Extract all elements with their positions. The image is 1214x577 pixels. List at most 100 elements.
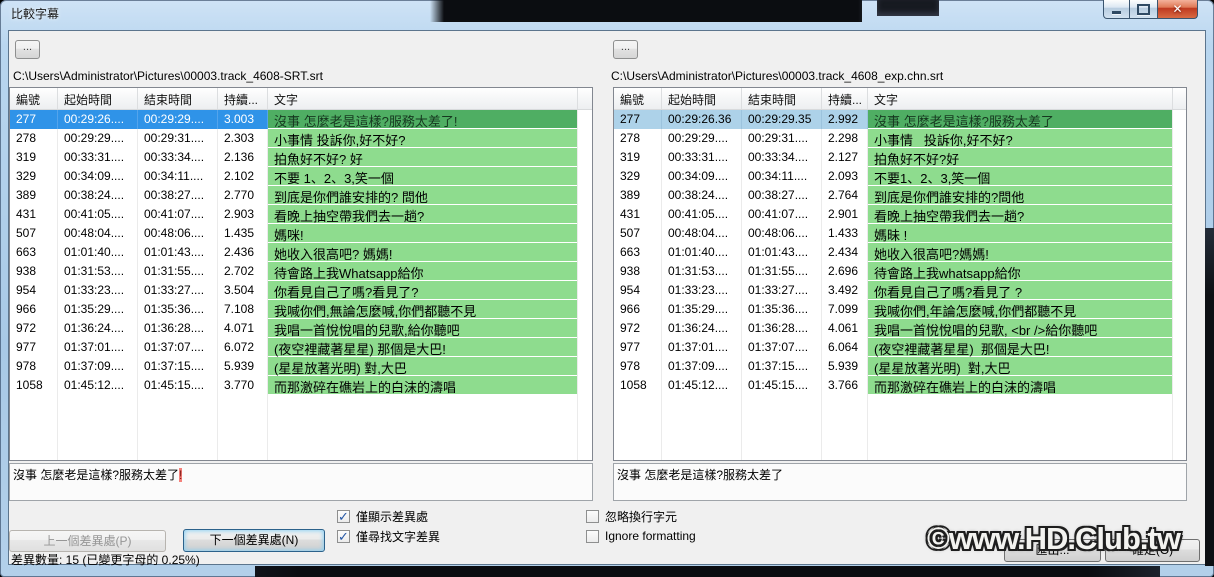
- subtitle-text: 沒事 怎麼老是這樣?服務太差了!: [268, 110, 578, 129]
- checkbox-text-diffs-only[interactable]: 僅尋找文字差異: [337, 529, 440, 545]
- column-header[interactable]: 起始時間: [662, 88, 742, 109]
- start-time: 00:29:26.36: [662, 110, 742, 129]
- table-header-right[interactable]: 編號 起始時間 結束時間 持續... 文字: [614, 88, 1186, 110]
- row-filler: [1173, 281, 1186, 300]
- subtitle-row[interactable]: 663 01:01:40.... 01:01:43.... 2.434 她收入很高吧?媽…: [614, 243, 1186, 262]
- subtitle-text: 我喊你們,無論怎麼喊,你們都聽不見: [268, 300, 578, 319]
- subtitle-row[interactable]: 938 01:31:53.... 01:31:55.... 2.702 待會路上我Wha…: [10, 262, 592, 281]
- duration: 3.492: [822, 281, 868, 300]
- start-time: 00:38:24....: [662, 186, 742, 205]
- subtitle-text: 媽咪!: [268, 224, 578, 243]
- row-filler: [1173, 376, 1186, 395]
- checkbox-box[interactable]: [337, 529, 350, 545]
- subtitle-row[interactable]: 663 01:01:40.... 01:01:43.... 2.436 她收入很高吧? …: [10, 243, 592, 262]
- subtitle-row[interactable]: 977 01:37:01.... 01:37:07.... 6.072 (夜空裡藏著星星…: [10, 338, 592, 357]
- previous-difference-button[interactable]: 上一個差異處(P): [9, 530, 166, 552]
- subtitle-row[interactable]: 319 00:33:31.... 00:33:34.... 2.127 拍魚好不好?好: [614, 148, 1186, 167]
- checkbox-ignore-linebreaks[interactable]: 忽略換行字元: [586, 509, 677, 524]
- subtitle-row[interactable]: 277 00:29:26.... 00:29:29.... 3.003 沒事 怎麼老是這…: [10, 110, 592, 129]
- end-time: 01:45:15....: [138, 376, 218, 395]
- column-header[interactable]: 持續...: [822, 88, 868, 109]
- table-header-left[interactable]: 編號 起始時間 結束時間 持續... 文字: [10, 88, 592, 110]
- duration: 2.764: [822, 186, 868, 205]
- preview-left[interactable]: 沒事 怎麼老是這樣?服務太差了!: [9, 463, 593, 501]
- subtitle-row[interactable]: 329 00:34:09.... 00:34:11.... 2.093 不要1、2、3,…: [614, 167, 1186, 186]
- subtitle-row[interactable]: 978 01:37:09.... 01:37:15.... 5.939 (星星放著光明)…: [10, 357, 592, 376]
- close-icon: ✕: [1172, 1, 1183, 16]
- subtitle-row[interactable]: 278 00:29:29.... 00:29:31.... 2.298 小事情 投訴你,…: [614, 129, 1186, 148]
- checkbox-ignore-formatting[interactable]: Ignore formatting: [586, 529, 696, 543]
- subtitle-row[interactable]: 329 00:34:09.... 00:34:11.... 2.102 不要 1、2、3…: [10, 167, 592, 186]
- checkbox-box[interactable]: [337, 509, 350, 525]
- subtitle-row[interactable]: 972 01:36:24.... 01:36:28.... 4.061 我唱一首悅悅唱的…: [614, 319, 1186, 338]
- column-header[interactable]: 結束時間: [138, 88, 218, 109]
- subtitle-text: 小事情 投訴你,好不好?: [868, 129, 1173, 148]
- subtitle-row[interactable]: 431 00:41:05.... 00:41:07.... 2.901 看晚上抽空帶我們…: [614, 205, 1186, 224]
- subtitle-row[interactable]: 954 01:33:23.... 01:33:27.... 3.504 你看見自己了嗎?…: [10, 281, 592, 300]
- subtitle-text: (星星放著光明) 對,大巴: [268, 357, 578, 376]
- table-body-right[interactable]: 277 00:29:26.36 00:29:29.35 2.992 沒事 怎麼老是這樣?…: [614, 110, 1186, 460]
- row-filler: [1173, 262, 1186, 281]
- checkbox-box[interactable]: [586, 529, 599, 543]
- subtitle-row[interactable]: 1058 01:45:12.... 01:45:15.... 3.766 而那激碎在礁岩…: [614, 376, 1186, 395]
- preview-right[interactable]: 沒事 怎麼老是這樣?服務太差了: [613, 463, 1187, 501]
- ok-button[interactable]: 確定(O): [1105, 539, 1200, 562]
- row-id: 663: [10, 243, 58, 262]
- subtitle-row[interactable]: 507 00:48:04.... 00:48:06.... 1.435 媽咪!: [10, 224, 592, 243]
- end-time: 00:29:29....: [138, 110, 218, 129]
- subtitle-row[interactable]: 954 01:33:23.... 01:33:27.... 3.492 你看見自己了嗎?…: [614, 281, 1186, 300]
- title-bar[interactable]: 比較字幕 ✕: [0, 0, 1214, 30]
- export-button[interactable]: 匯出...: [1004, 539, 1101, 562]
- row-filler: [578, 338, 592, 357]
- table-body-left[interactable]: 277 00:29:26.... 00:29:29.... 3.003 沒事 怎麼老是這…: [10, 110, 592, 460]
- start-time: 00:29:26....: [58, 110, 138, 129]
- background-dark-bottom-edge: [255, 566, 1160, 577]
- end-time: 00:48:06....: [138, 224, 218, 243]
- start-time: 01:37:01....: [662, 338, 742, 357]
- browse-left-button[interactable]: ...: [15, 40, 40, 59]
- column-header[interactable]: 起始時間: [58, 88, 138, 109]
- subtitle-row[interactable]: 966 01:35:29.... 01:35:36.... 7.099 我喊你們,年論怎…: [614, 300, 1186, 319]
- row-id: 966: [10, 300, 58, 319]
- filler-cell: [614, 395, 662, 460]
- column-header[interactable]: 文字: [268, 88, 578, 109]
- subtitle-row[interactable]: 972 01:36:24.... 01:36:28.... 4.071 我唱一首悅悅唱的…: [10, 319, 592, 338]
- subtitle-row[interactable]: 1058 01:45:12.... 01:45:15.... 3.770 而那激碎在礁岩…: [10, 376, 592, 395]
- filler-cell: [138, 395, 218, 460]
- window-title: 比較字幕: [11, 7, 60, 21]
- subtitle-row[interactable]: 431 00:41:05.... 00:41:07.... 2.903 看晚上抽空帶我們…: [10, 205, 592, 224]
- maximize-button[interactable]: [1130, 0, 1157, 19]
- subtitle-row[interactable]: 319 00:33:31.... 00:33:34.... 2.136 拍魚好不好? 好: [10, 148, 592, 167]
- subtitle-row[interactable]: 277 00:29:26.36 00:29:29.35 2.992 沒事 怎麼老是這樣?…: [614, 110, 1186, 129]
- subtitle-row[interactable]: 278 00:29:29.... 00:29:31.... 2.303 小事情 投訴你,…: [10, 129, 592, 148]
- column-header[interactable]: 持續...: [218, 88, 268, 109]
- subtitle-row[interactable]: 938 01:31:53.... 01:31:55.... 2.696 待會路上我wha…: [614, 262, 1186, 281]
- minimize-button[interactable]: [1103, 0, 1130, 19]
- row-filler: [578, 167, 592, 186]
- checkbox-box[interactable]: [586, 509, 599, 523]
- subtitle-table-left[interactable]: 編號 起始時間 結束時間 持續... 文字 277 00:29:26.... 00:29:2…: [9, 87, 593, 461]
- subtitle-row[interactable]: 507 00:48:04.... 00:48:06.... 1.433 媽昧 !: [614, 224, 1186, 243]
- row-id: 278: [10, 129, 58, 148]
- subtitle-text: 沒事 怎麼老是這樣?服務太差了: [868, 110, 1173, 129]
- column-header[interactable]: 文字: [868, 88, 1173, 109]
- subtitle-row[interactable]: 389 00:38:24.... 00:38:27.... 2.764 到底是你們誰安排…: [614, 186, 1186, 205]
- subtitle-row[interactable]: 389 00:38:24.... 00:38:27.... 2.770 到底是你們誰安排…: [10, 186, 592, 205]
- column-header[interactable]: 編號: [10, 88, 58, 109]
- close-button[interactable]: ✕: [1157, 0, 1198, 19]
- column-header[interactable]: 結束時間: [742, 88, 822, 109]
- column-header[interactable]: 編號: [614, 88, 662, 109]
- subtitle-row[interactable]: 966 01:35:29.... 01:35:36.... 7.108 我喊你們,無論怎…: [10, 300, 592, 319]
- subtitle-text: 她收入很高吧?媽媽!: [868, 243, 1173, 262]
- end-time: 00:29:29.35: [742, 110, 822, 129]
- end-time: 01:35:36....: [742, 300, 822, 319]
- subtitle-table-right[interactable]: 編號 起始時間 結束時間 持續... 文字 277 00:29:26.36 00:29:29…: [613, 87, 1187, 461]
- next-difference-button[interactable]: 下一個差異處(N): [183, 529, 325, 552]
- subtitle-row[interactable]: 977 01:37:01.... 01:37:07.... 6.064 (夜空裡藏著星星…: [614, 338, 1186, 357]
- subtitle-row[interactable]: 978 01:37:09.... 01:37:15.... 5.939 (星星放著光明)…: [614, 357, 1186, 376]
- subtitle-text: 你看見自己了嗎?看見了 ?: [868, 281, 1173, 300]
- difference-count-status: 差異數量: 15 (已變更字母的 0.25%): [11, 553, 200, 567]
- row-filler: [1173, 224, 1186, 243]
- checkbox-show-diffs-only[interactable]: 僅顯示差異處: [337, 509, 428, 525]
- browse-right-button[interactable]: ...: [613, 40, 638, 59]
